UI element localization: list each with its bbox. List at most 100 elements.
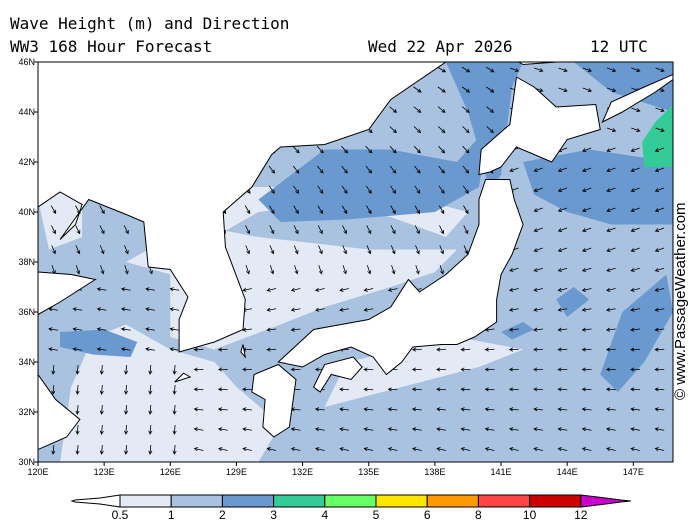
wave-direction-arrow — [148, 384, 153, 395]
wave-direction-arrow — [148, 404, 153, 415]
wave-direction-arrow — [48, 347, 58, 352]
wave-direction-arrow — [339, 447, 349, 452]
wave-direction-arrow — [316, 145, 324, 154]
wave-direction-arrow — [557, 347, 568, 352]
wave-direction-arrow — [339, 387, 349, 392]
map-title: Wave Height (m) and Direction — [10, 14, 290, 33]
wave-direction-arrow — [290, 307, 301, 312]
wave-direction-arrow — [436, 367, 446, 372]
wave-direction-arrow — [630, 267, 640, 272]
lat-label: 44N — [18, 107, 35, 117]
copyright-text: © www.PassageWeather.com — [672, 202, 689, 400]
land-mass — [601, 73, 673, 124]
wave-direction-arrow — [366, 225, 372, 235]
lat-label: 30N — [18, 457, 35, 467]
wave-direction-arrow — [606, 67, 617, 72]
wave-direction-arrow — [266, 327, 277, 332]
wave-direction-arrow — [437, 106, 446, 113]
wave-direction-arrow — [245, 245, 250, 255]
wave-direction-arrow — [533, 247, 543, 252]
wave-direction-arrow — [342, 245, 347, 255]
wave-direction-arrow — [268, 185, 275, 194]
wave-direction-arrow — [581, 367, 592, 372]
wave-direction-arrow — [437, 66, 447, 73]
wave-direction-arrow — [390, 225, 396, 235]
calm-south-japan — [324, 337, 524, 407]
wave-direction-arrow — [242, 447, 252, 452]
wave-direction-arrow — [413, 86, 422, 93]
colorbar-swatch — [273, 494, 326, 508]
wave-direction-arrow — [461, 66, 471, 73]
wave-direction-arrow — [120, 287, 131, 292]
wave-direction-arrow — [436, 407, 447, 412]
wave-direction-arrow — [654, 247, 665, 252]
wave-direction-arrow — [387, 407, 398, 412]
wave-direction-arrow — [342, 265, 347, 275]
wave-direction-arrow — [439, 265, 444, 275]
wave-direction-arrow — [51, 384, 56, 395]
wave-direction-arrow — [533, 287, 543, 292]
wave-direction-arrow — [75, 245, 81, 255]
wave-direction-arrow — [630, 147, 640, 152]
wave-direction-arrow — [96, 347, 107, 352]
wave-direction-arrow — [533, 367, 544, 372]
wave-direction-arrow — [557, 367, 568, 372]
wave-direction-arrow — [509, 287, 519, 292]
wave-direction-arrow — [606, 87, 617, 92]
wave-direction-arrow — [438, 145, 446, 154]
wave-direction-arrow — [99, 364, 104, 375]
wave-direction-arrow — [605, 387, 616, 392]
wave-direction-arrow — [339, 427, 349, 432]
forecast-time: 12 UTC — [590, 37, 648, 56]
wave-direction-arrow — [389, 126, 397, 134]
wave-direction-arrow — [630, 367, 641, 372]
wave-direction-arrow — [244, 205, 251, 215]
wave-direction-arrow — [242, 427, 252, 432]
wave-direction-arrow — [557, 187, 568, 192]
wave-direction-arrow — [581, 247, 592, 252]
wave-direction-arrow — [342, 225, 348, 235]
wave-direction-arrow — [366, 245, 372, 255]
wave-direction-arrow — [605, 327, 616, 332]
wave-direction-arrow — [581, 167, 592, 172]
wave-direction-arrow — [411, 367, 422, 372]
wave-direction-arrow — [411, 387, 422, 392]
colorbar-swatch — [375, 494, 428, 508]
wave-direction-arrow — [172, 384, 177, 395]
wave-direction-arrow — [509, 167, 519, 172]
wave-direction-arrow — [172, 404, 177, 415]
wave-direction-arrow — [558, 67, 568, 72]
wave-direction-arrow — [290, 327, 301, 332]
wave-direction-arrow — [290, 367, 301, 372]
wave-direction-arrow — [581, 427, 592, 432]
wave-direction-arrow — [557, 307, 568, 312]
wave-direction-arrow — [508, 327, 519, 332]
north-pacific-band — [573, 62, 673, 112]
wave-direction-arrow — [317, 205, 323, 215]
wave-direction-arrow — [217, 367, 228, 372]
wave-direction-arrow — [318, 265, 323, 275]
wave-direction-arrow — [436, 347, 447, 352]
wave-direction-arrow — [413, 145, 421, 154]
wave-direction-arrow — [533, 267, 543, 272]
wave-direction-arrow — [509, 447, 519, 452]
wave-direction-arrow — [193, 407, 204, 412]
wave-direction-arrow — [72, 307, 83, 312]
wave-direction-arrow — [534, 67, 544, 72]
wave-direction-arrow — [654, 267, 665, 272]
lon-label: 135E — [358, 467, 379, 477]
wave-direction-arrow — [366, 205, 372, 215]
wave-direction-arrow — [242, 407, 252, 412]
wave-direction-arrow — [217, 407, 228, 412]
tsugaru-band — [445, 62, 524, 212]
wave-direction-arrow — [631, 127, 641, 132]
wave-direction-arrow — [630, 247, 640, 252]
colorbar-label: 0.5 — [112, 508, 129, 522]
wave-direction-arrow — [533, 447, 543, 452]
wave-direction-arrow — [581, 407, 592, 412]
land-mass — [38, 373, 81, 451]
land-mass — [478, 76, 601, 176]
colorbar-label: 5 — [373, 508, 380, 522]
wave-direction-arrow — [315, 287, 325, 292]
